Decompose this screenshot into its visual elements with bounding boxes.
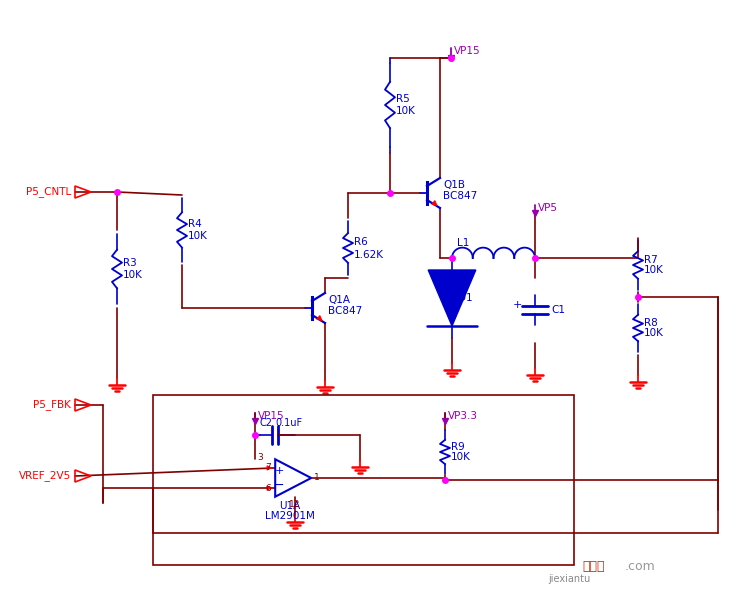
Text: C1: C1 (551, 305, 565, 315)
Text: VP15: VP15 (258, 411, 285, 421)
Text: 10K: 10K (123, 270, 143, 280)
Text: R9: R9 (451, 442, 464, 452)
Text: R3: R3 (123, 258, 137, 268)
Text: 6: 6 (266, 483, 271, 492)
Text: .com: .com (625, 560, 656, 573)
Text: 10K: 10K (451, 452, 471, 462)
Text: 10K: 10K (188, 231, 208, 241)
Text: Q1A: Q1A (328, 295, 350, 305)
Text: R5: R5 (396, 94, 410, 104)
Text: LM2901M: LM2901M (265, 511, 315, 521)
Text: P5_CNTL: P5_CNTL (26, 187, 71, 197)
Text: 7: 7 (266, 463, 271, 472)
Text: 3: 3 (257, 453, 263, 462)
Text: VP15: VP15 (454, 46, 481, 56)
Text: 1: 1 (314, 473, 320, 482)
Text: 接线图: 接线图 (582, 560, 604, 573)
Text: R4: R4 (188, 219, 202, 229)
Text: BC847: BC847 (328, 306, 362, 316)
Text: VREF_2V5: VREF_2V5 (18, 470, 71, 482)
Text: 1.62K: 1.62K (354, 250, 384, 260)
Text: R6: R6 (354, 237, 368, 247)
Text: VP5: VP5 (538, 203, 558, 213)
Bar (153, 395, 574, 565)
Text: R8: R8 (644, 318, 658, 328)
Text: L1: L1 (457, 238, 470, 248)
Text: 10K: 10K (396, 106, 416, 116)
Text: BC847: BC847 (443, 191, 477, 201)
Text: 0.1uF: 0.1uF (275, 418, 302, 428)
Polygon shape (428, 270, 475, 326)
Text: Q1B: Q1B (443, 180, 465, 190)
Text: jiexiantu: jiexiantu (548, 574, 590, 584)
Text: +: + (275, 466, 284, 476)
Text: VP3.3: VP3.3 (448, 411, 478, 421)
Text: C2: C2 (260, 418, 273, 428)
Text: 10K: 10K (644, 265, 664, 275)
Text: U1A: U1A (280, 501, 300, 511)
Text: 10K: 10K (644, 328, 664, 338)
Text: P5_FBK: P5_FBK (33, 400, 71, 411)
Text: R7: R7 (644, 255, 658, 265)
Text: 12: 12 (289, 499, 301, 509)
Text: −: − (274, 479, 284, 492)
Text: +: + (513, 300, 523, 310)
Text: D1: D1 (458, 293, 473, 303)
